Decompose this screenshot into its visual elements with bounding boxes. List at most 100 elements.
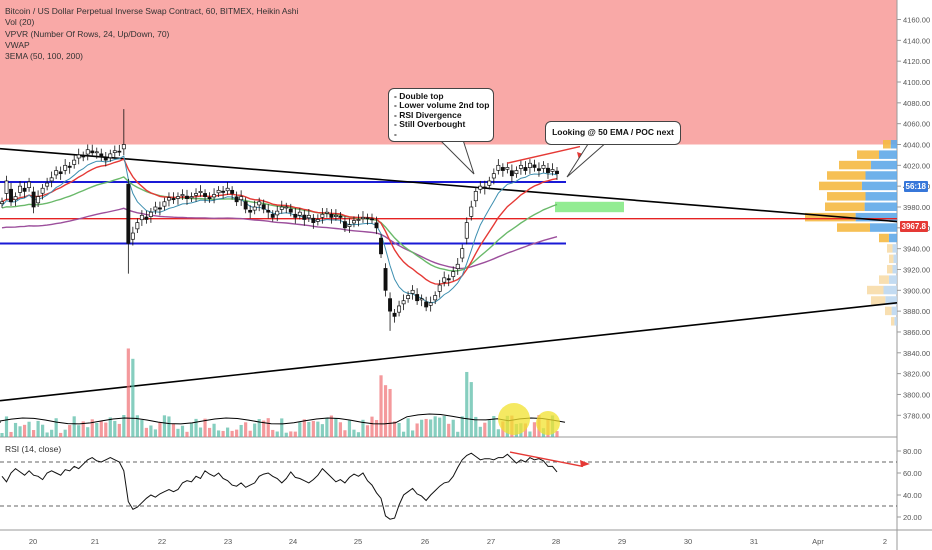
time-tick-label: 31 <box>750 537 758 546</box>
volume-bar <box>99 421 103 437</box>
volume-bar <box>90 419 94 437</box>
volume-bar <box>13 422 18 437</box>
price-tick-label: 3980.00 <box>903 203 930 212</box>
candle-body <box>361 217 365 220</box>
volume-bar <box>365 425 370 437</box>
candle-body <box>365 217 370 220</box>
volume-bar <box>343 430 347 437</box>
volume-bar <box>171 423 176 437</box>
volume-bar <box>59 432 63 437</box>
candle-body <box>505 167 510 170</box>
volume-bar <box>41 424 45 437</box>
vpvr-bar-down <box>827 171 866 180</box>
legend-ema[interactable]: 3EMA (50, 100, 200) <box>5 51 83 62</box>
candle-body <box>81 155 86 158</box>
volume-bar <box>374 419 379 437</box>
last-price-tag: 3967.8 <box>899 221 928 232</box>
candle-body <box>392 312 397 317</box>
volume-bar <box>262 420 266 437</box>
vpvr-bar-up <box>865 171 897 180</box>
volume-bar <box>532 422 537 437</box>
annotation-line: - RSI Divergence <box>394 109 462 120</box>
vpvr-bar-up <box>890 140 897 149</box>
candle-body <box>221 190 226 193</box>
candle-body <box>157 207 162 210</box>
candle-body <box>27 181 32 188</box>
candle-body <box>31 191 36 208</box>
candle-body <box>437 284 442 292</box>
time-tick-label: 21 <box>91 537 99 546</box>
time-tick-label: 23 <box>224 537 232 546</box>
candle-body <box>112 150 117 153</box>
candle-body <box>315 219 320 222</box>
volume-bar <box>469 382 473 437</box>
volume-bar <box>122 415 126 437</box>
candle-body <box>428 302 433 306</box>
candle-body <box>189 196 194 199</box>
volume-bar <box>153 429 158 437</box>
volume-bar <box>361 419 365 437</box>
legend-vwap[interactable]: VWAP <box>5 39 30 50</box>
vpvr-bar-up <box>870 160 897 170</box>
annotation-line: - Double top <box>394 91 444 101</box>
price-tick-label: 4040.00 <box>903 141 930 150</box>
volume-bar <box>144 427 148 437</box>
time-tick-label: 20 <box>29 537 37 546</box>
annotation-double-top[interactable]: - Double top - Lower volume 2nd top - RS… <box>388 88 494 142</box>
candle-body <box>167 197 171 201</box>
vpvr-bar-down <box>887 264 893 274</box>
volume-bar <box>63 429 67 437</box>
time-tick-label: 26 <box>421 537 429 546</box>
candle-body <box>275 210 280 216</box>
annotation-ema-poc[interactable]: Looking @ 50 EMA / POC next <box>545 121 681 145</box>
legend-title[interactable]: Bitcoin / US Dollar Perpetual Inverse Sw… <box>5 6 299 16</box>
volume-bar <box>253 423 257 437</box>
rsi-tick-label: 60.00 <box>903 469 922 478</box>
vpvr-bar-down <box>819 181 862 191</box>
candle-body <box>473 191 478 202</box>
volume-bar <box>415 423 419 437</box>
candle-body <box>514 170 519 175</box>
rsi-tick-label: 80.00 <box>903 447 922 456</box>
price-tick-label: 4080.00 <box>903 99 930 108</box>
candle-body <box>266 209 271 213</box>
volume-bar <box>392 421 397 437</box>
volume-bar <box>50 429 54 437</box>
volume-bar <box>329 415 333 437</box>
volume-bar <box>257 419 261 437</box>
candle-body <box>261 204 266 210</box>
candle-body <box>13 196 18 201</box>
legend-vol[interactable]: Vol (20) <box>5 17 35 28</box>
candle-body <box>72 159 77 165</box>
candle-body <box>126 183 131 244</box>
legend-vpvr[interactable]: VPVR (Number Of Rows, 24, Up/Down, 70) <box>5 28 170 39</box>
divergence-arrow-price <box>506 145 581 164</box>
volume-bar <box>9 431 13 437</box>
candle-body <box>415 294 420 302</box>
candle-body <box>225 187 230 192</box>
candle-body <box>550 169 555 172</box>
candle-body <box>212 194 217 198</box>
candle-body <box>243 201 248 210</box>
candle-body <box>424 301 429 308</box>
volume-bar <box>216 430 221 437</box>
volume-bar <box>113 420 117 437</box>
price-tick-label: 3880.00 <box>903 307 930 316</box>
volume-bar <box>212 423 216 437</box>
volume-bar <box>185 431 189 437</box>
volume-bar <box>189 423 194 437</box>
candle-body <box>198 191 203 193</box>
candle-body <box>527 162 532 168</box>
rsi-legend[interactable]: RSI (14, close) <box>5 444 62 454</box>
candle-body <box>509 170 514 177</box>
candle-body <box>324 211 329 214</box>
descending-trendline <box>0 147 898 223</box>
volume-bar <box>293 431 297 437</box>
volume-bar <box>117 423 121 437</box>
volume-highlight <box>498 403 530 435</box>
ema50-line <box>1 158 558 285</box>
volume-bar <box>86 427 90 437</box>
vpvr-bar-down <box>825 202 865 211</box>
